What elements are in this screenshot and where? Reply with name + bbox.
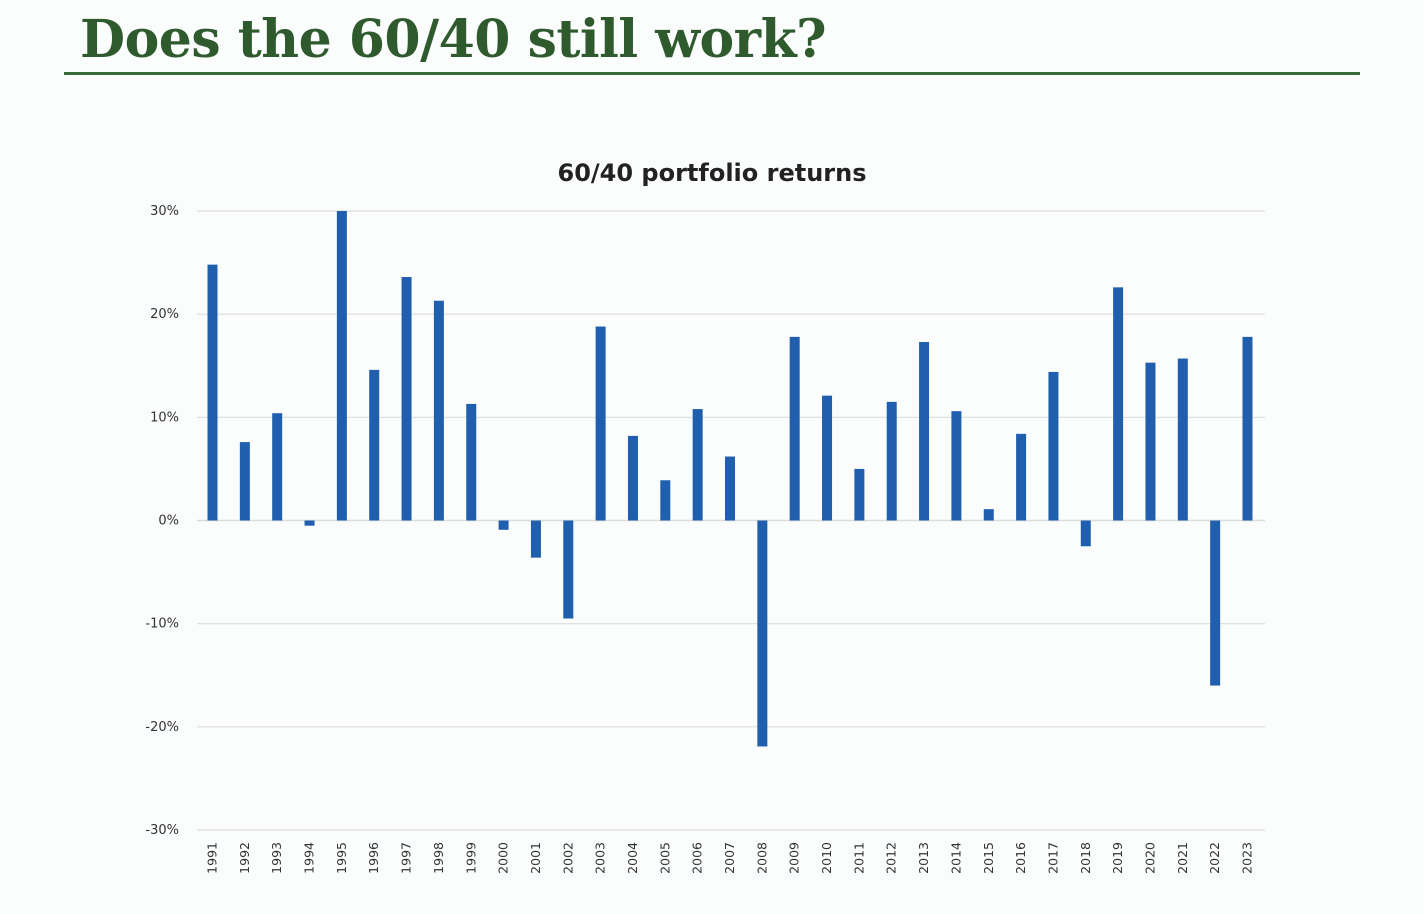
bar-2011 [854, 468, 865, 521]
y-axis: 30% 20% 10% 0% -10% -20% -30% [145, 204, 179, 838]
y-tick-label: 10% [150, 410, 179, 425]
x-tick-label: 2021 [1175, 842, 1190, 874]
x-tick-label: 1999 [463, 842, 478, 874]
bar-2015 [983, 509, 994, 521]
x-tick-label: 2018 [1078, 842, 1093, 874]
x-tick-label: 1991 [205, 842, 220, 874]
bar-2023 [1242, 336, 1253, 521]
x-tick-label: 2003 [593, 842, 608, 874]
x-tick-label: 2011 [851, 842, 866, 874]
x-tick-label: 2023 [1240, 842, 1255, 874]
bar-1996 [369, 369, 380, 521]
bar-2016 [1016, 433, 1027, 521]
bar-1995 [336, 211, 347, 521]
x-tick-label: 2008 [754, 842, 769, 874]
x-tick-label: 1993 [269, 842, 284, 874]
bar-2012 [886, 401, 897, 521]
y-tick-label: -20% [145, 720, 179, 735]
y-tick-label: 30% [150, 204, 179, 219]
x-tick-label: 2019 [1110, 842, 1125, 874]
x-tick-label: 1994 [302, 842, 317, 874]
x-tick-label: 1997 [399, 842, 414, 874]
x-tick-label: 2015 [981, 842, 996, 874]
chart-title: 60/40 portfolio returns [558, 159, 867, 187]
bar-2010 [822, 395, 833, 521]
bar-2000 [498, 520, 509, 530]
bar-2019 [1113, 287, 1124, 521]
title-divider [64, 72, 1360, 75]
slide-title: Does the 60/40 still work? [80, 9, 827, 70]
bar-2004 [627, 435, 638, 521]
x-axis: 1991 1992 1993 1994 1995 1996 1997 1998 1999 2000… [205, 842, 1255, 874]
bar-1994 [304, 520, 315, 526]
y-tick-label: 0% [158, 514, 179, 529]
x-tick-label: 2017 [1045, 842, 1060, 874]
bar-2009 [789, 336, 800, 521]
x-tick-label: 1996 [366, 842, 381, 874]
bar-1993 [272, 413, 283, 521]
bar-1992 [239, 442, 250, 521]
bar-1999 [466, 403, 477, 521]
x-tick-label: 2016 [1013, 842, 1028, 874]
x-tick-label: 2010 [819, 842, 834, 874]
bar-1991 [207, 264, 218, 521]
x-tick-label: 2012 [884, 842, 899, 874]
bar-2020 [1145, 362, 1156, 521]
x-tick-label: 1998 [431, 842, 446, 874]
bar-2022 [1210, 520, 1221, 686]
y-tick-label: -10% [145, 617, 179, 632]
x-tick-label: 2014 [948, 842, 963, 874]
x-tick-label: 2001 [528, 842, 543, 874]
bar-2007 [725, 456, 735, 521]
bar-2002 [563, 520, 574, 619]
x-tick-label: 2006 [690, 842, 705, 874]
bar-2018 [1080, 520, 1091, 547]
x-tick-label: 2022 [1207, 842, 1222, 874]
x-tick-label: 2005 [657, 842, 672, 874]
x-tick-label: 2013 [916, 842, 931, 874]
bars [207, 211, 1253, 747]
x-tick-label: 2009 [787, 842, 802, 874]
bar-1998 [433, 300, 444, 521]
bar-2001 [530, 520, 541, 558]
bar-2017 [1048, 371, 1059, 521]
bar-2003 [595, 326, 606, 521]
bar-1997 [401, 277, 412, 521]
y-tick-label: 20% [150, 307, 179, 322]
bar-2008 [757, 520, 768, 747]
x-tick-label: 1995 [334, 842, 349, 874]
bar-2005 [660, 480, 671, 521]
x-tick-label: 2002 [560, 842, 575, 874]
y-tick-label: -30% [145, 823, 179, 838]
x-tick-label: 2020 [1142, 842, 1157, 874]
bar-2013 [919, 342, 930, 521]
x-tick-label: 2007 [722, 842, 737, 874]
x-tick-label: 2004 [625, 842, 640, 874]
bar-2006 [692, 409, 703, 521]
bar-2014 [951, 411, 962, 521]
x-tick-label: 2000 [496, 842, 511, 874]
x-tick-label: 1992 [237, 842, 252, 874]
bar-2021 [1177, 358, 1188, 521]
